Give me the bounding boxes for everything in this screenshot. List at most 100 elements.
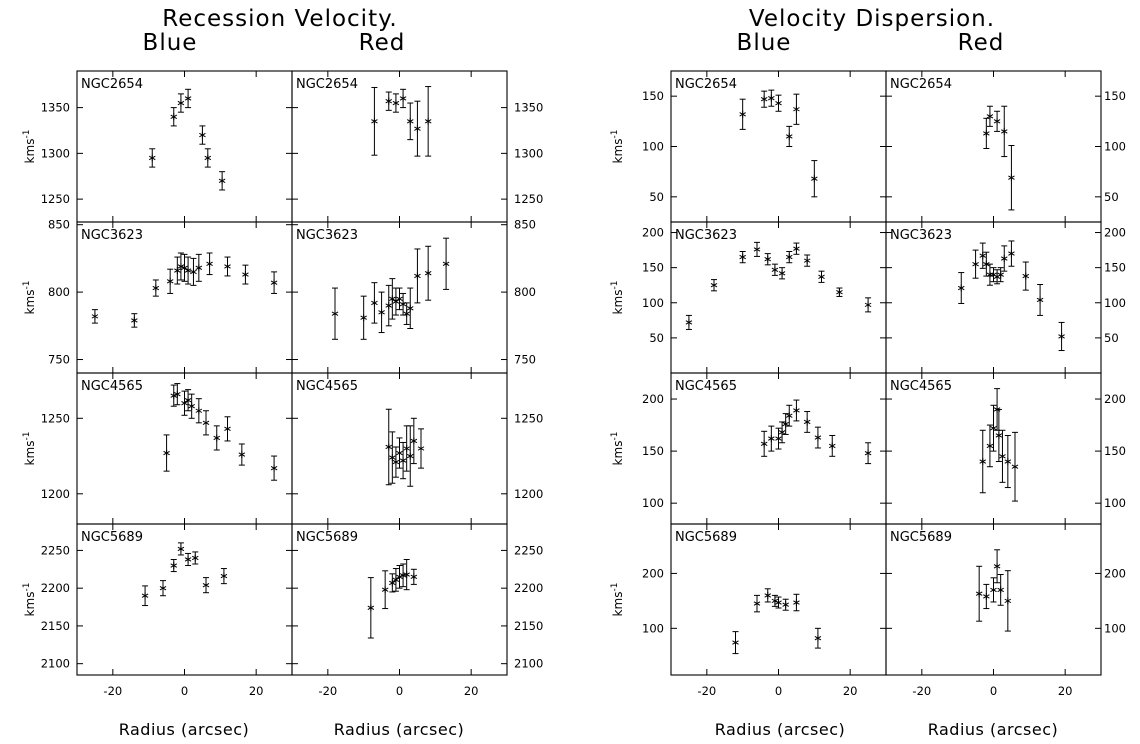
data-point [392, 93, 400, 113]
point-marker [760, 97, 768, 102]
data-point [224, 416, 231, 442]
point-marker [997, 272, 1004, 277]
x-tick-label: -20 [912, 684, 931, 698]
point-marker [190, 269, 197, 275]
data-point [392, 446, 400, 478]
point-marker [424, 271, 432, 276]
data-point [785, 250, 793, 264]
y-tick-label: 200 [1104, 226, 1126, 240]
point-marker [184, 96, 192, 101]
point-marker [828, 443, 836, 449]
data-point [793, 93, 800, 125]
point-marker [148, 155, 156, 161]
data-point [775, 427, 782, 450]
galaxy-label: NGC4565 [675, 379, 737, 394]
data-point [993, 549, 1001, 584]
point-marker [131, 318, 138, 323]
data-point [864, 297, 872, 313]
data-point [220, 568, 228, 585]
panel-ngc5689-blue: NGC5689 -20 0 20 100 200 [642, 523, 887, 698]
data-point [218, 171, 226, 191]
data-point [1000, 105, 1008, 158]
point-marker [396, 296, 403, 302]
y-tick-label: 150 [1104, 89, 1126, 103]
point-marker [371, 300, 378, 306]
data-point [213, 425, 221, 451]
data-point [381, 570, 389, 610]
point-marker [424, 119, 432, 124]
point-marker [414, 273, 421, 279]
point-marker [195, 265, 203, 271]
y-tick-label: 2200 [514, 581, 543, 595]
y-tick-label: 100 [1104, 140, 1126, 154]
data-point [385, 91, 393, 111]
data-point [739, 98, 746, 130]
panel-ngc3623-red: NGC3623 50 100 150 200 [885, 221, 1126, 374]
data-point [403, 302, 410, 325]
point-marker [803, 419, 811, 425]
y-tick-label: 150 [642, 444, 664, 458]
point-marker [990, 426, 997, 431]
point-marker [995, 433, 1003, 438]
y-tick-label: 850 [514, 218, 536, 232]
data-point [141, 585, 149, 607]
point-marker [417, 446, 425, 451]
point-marker [331, 311, 339, 316]
point-marker [814, 636, 822, 641]
point-marker [184, 268, 192, 273]
column-title-red-right: Red [958, 30, 1005, 56]
y-tick-label: 2250 [514, 543, 543, 557]
column-title-blue-right: Blue [737, 30, 792, 56]
y-tick-label: 2250 [41, 543, 70, 557]
y-tick-label: 100 [642, 621, 664, 635]
data-point [389, 278, 396, 320]
y-axis-label: kms-1 [610, 281, 625, 315]
x-tick-label: -20 [697, 684, 716, 698]
point-marker [218, 178, 226, 184]
galaxy-label: NGC2654 [296, 77, 358, 92]
data-point [170, 558, 178, 573]
point-marker [204, 155, 212, 161]
data-point [371, 86, 378, 156]
data-point [836, 287, 843, 297]
y-tick-label: 100 [1104, 296, 1126, 310]
data-point [1036, 284, 1044, 316]
point-marker [199, 132, 206, 138]
data-point [975, 565, 983, 622]
data-point [864, 442, 872, 465]
y-tick-label: 2200 [41, 581, 70, 595]
panel-ngc3623-blue: NGC3623 50 100 150 200 [642, 221, 887, 374]
data-point [778, 421, 786, 444]
point-marker [177, 546, 185, 552]
data-point [1058, 321, 1065, 352]
point-marker [1004, 459, 1012, 464]
point-marker [392, 459, 400, 465]
point-marker [403, 446, 410, 451]
point-marker [141, 593, 149, 598]
data-point [782, 413, 789, 435]
x-tick-label: -20 [318, 684, 337, 698]
panel-ngc3623-blue: NGC3623 750 800 850 [48, 218, 293, 374]
point-marker [1000, 256, 1008, 261]
data-point [778, 267, 786, 280]
point-marker [385, 99, 393, 104]
data-point [91, 309, 99, 324]
data-point [424, 86, 432, 157]
point-marker [270, 465, 278, 471]
point-marker [782, 602, 789, 607]
data-point [406, 287, 414, 330]
data-point [224, 256, 231, 277]
data-point [997, 574, 1004, 606]
point-marker [990, 272, 997, 277]
point-marker [975, 591, 983, 596]
data-point [163, 434, 170, 472]
data-point [392, 568, 400, 592]
y-tick-label: 200 [1104, 566, 1126, 580]
data-point [399, 441, 407, 480]
panel-ngc4565-red: NGC4565 100 150 200 [885, 372, 1126, 525]
data-point [1008, 144, 1015, 211]
data-point [995, 408, 1003, 463]
point-marker [983, 594, 990, 599]
data-point [371, 282, 378, 324]
